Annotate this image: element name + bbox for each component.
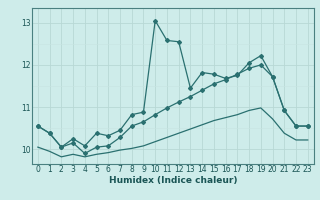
X-axis label: Humidex (Indice chaleur): Humidex (Indice chaleur) — [108, 176, 237, 185]
